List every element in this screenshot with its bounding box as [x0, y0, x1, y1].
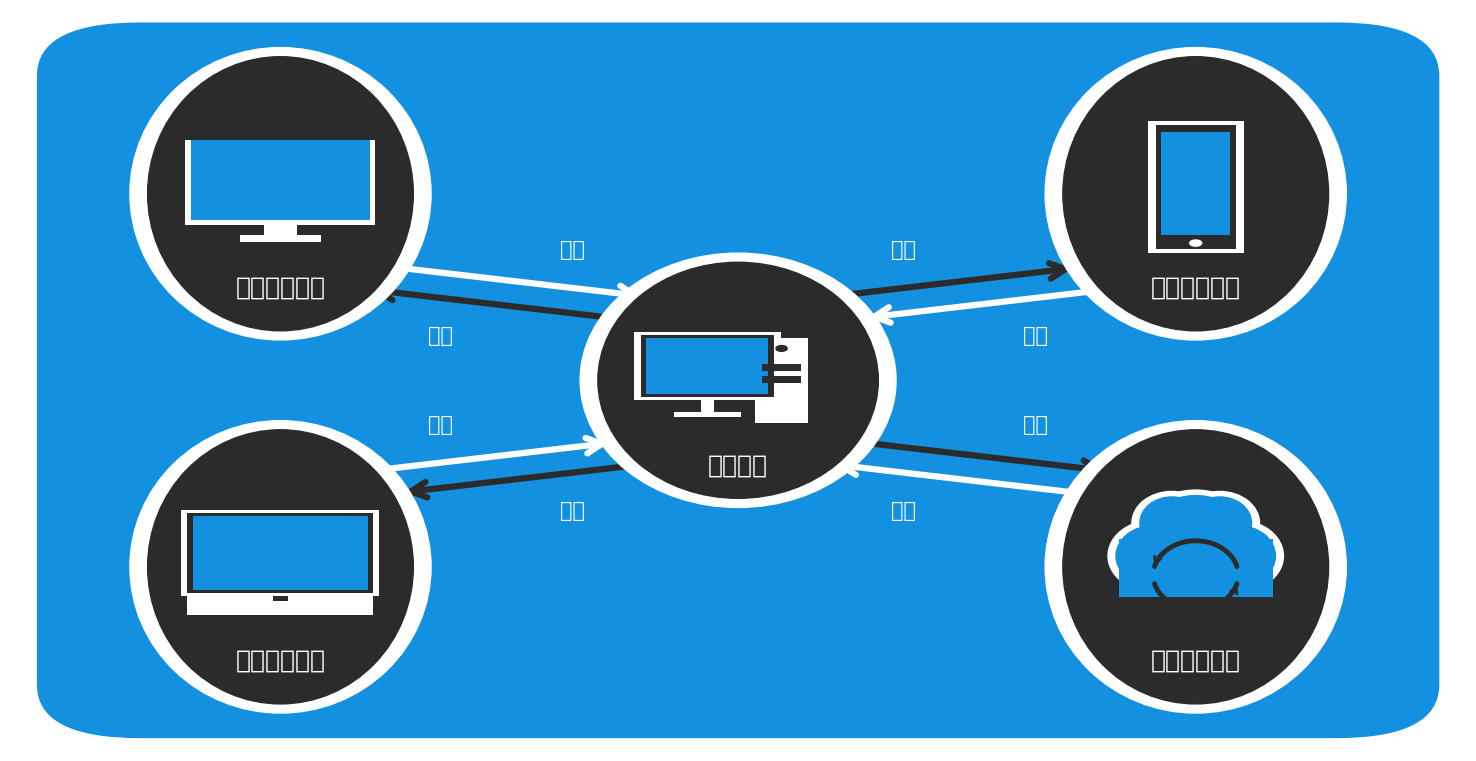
Ellipse shape [580, 253, 896, 508]
Text: 応答: 応答 [1023, 415, 1048, 435]
Ellipse shape [1132, 492, 1212, 555]
Text: サーバー: サーバー [708, 454, 768, 477]
Circle shape [776, 345, 787, 352]
Text: 要求: 要求 [428, 415, 453, 435]
Bar [186, 141, 375, 225]
Text: 応答: 応答 [559, 501, 584, 521]
Ellipse shape [1045, 421, 1346, 713]
Bar [675, 412, 741, 417]
Bar [264, 225, 297, 235]
Ellipse shape [1201, 526, 1275, 586]
Ellipse shape [130, 48, 431, 340]
FancyBboxPatch shape [37, 23, 1439, 738]
Bar [1148, 122, 1243, 253]
Ellipse shape [598, 263, 878, 498]
Bar [182, 511, 379, 596]
Bar [754, 338, 809, 423]
Circle shape [1190, 240, 1201, 247]
Bar [633, 332, 781, 400]
Text: クライアント: クライアント [1151, 275, 1240, 299]
Bar [193, 516, 368, 591]
Ellipse shape [1108, 521, 1199, 591]
Bar [187, 514, 373, 593]
Text: クライアント: クライアント [236, 648, 325, 672]
Bar [762, 376, 801, 383]
Bar [270, 225, 291, 231]
Ellipse shape [1193, 521, 1283, 591]
Bar [190, 141, 370, 220]
Text: 要求: 要求 [1023, 326, 1048, 346]
Ellipse shape [1063, 430, 1328, 704]
Ellipse shape [1188, 497, 1252, 549]
Bar [273, 596, 288, 601]
Bar [646, 339, 768, 394]
Ellipse shape [1145, 495, 1246, 578]
Ellipse shape [148, 430, 413, 704]
Ellipse shape [1139, 497, 1203, 549]
Bar [1162, 132, 1230, 235]
Ellipse shape [130, 421, 431, 713]
Bar [1119, 540, 1272, 597]
Text: クライアント: クライアント [1151, 648, 1240, 672]
Ellipse shape [1063, 57, 1328, 331]
Bar [641, 336, 773, 397]
Bar [1156, 126, 1235, 249]
Bar [241, 235, 320, 242]
Ellipse shape [1116, 526, 1190, 586]
Text: 応答: 応答 [428, 326, 453, 346]
Text: 要求: 要求 [559, 240, 584, 260]
Ellipse shape [1179, 492, 1259, 555]
Ellipse shape [1137, 490, 1255, 584]
Bar [187, 596, 373, 615]
Bar [762, 364, 801, 371]
Bar [701, 400, 713, 412]
Text: 応答: 応答 [892, 240, 917, 260]
Text: 要求: 要求 [892, 501, 917, 521]
Text: クライアント: クライアント [236, 275, 325, 299]
Ellipse shape [148, 57, 413, 331]
Ellipse shape [1045, 48, 1346, 340]
